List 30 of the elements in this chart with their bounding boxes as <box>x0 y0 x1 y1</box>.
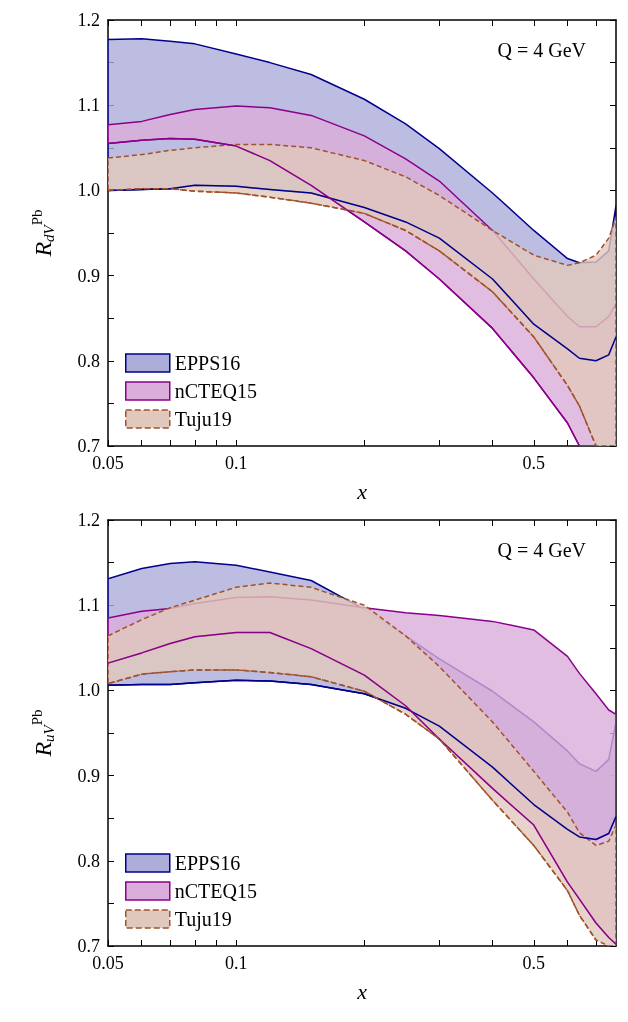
x-axis-title: x <box>356 978 368 1004</box>
y-tick-label: 0.9 <box>77 765 100 786</box>
annotation: Q = 4 GeV <box>497 39 587 61</box>
x-tick-label: 0.1 <box>224 953 248 973</box>
legend-label: Tuju19 <box>174 908 232 931</box>
legend-label: EPPS16 <box>174 352 241 374</box>
annotation: Q = 4 GeV <box>497 539 587 561</box>
y-tick-label: 1.0 <box>77 180 100 201</box>
legend-label: nCTEQ15 <box>174 380 257 402</box>
y-axis-title: RuVPb <box>28 709 57 758</box>
y-tick-label: 1.2 <box>77 10 100 30</box>
x-tick-label: 0.5 <box>522 453 546 473</box>
y-tick-label: 0.8 <box>77 350 100 371</box>
legend-label: Tuju19 <box>174 408 232 431</box>
x-tick-label: 0.1 <box>224 453 248 473</box>
y-tick-label: 0.8 <box>77 850 100 871</box>
x-axis-title: x <box>356 478 368 504</box>
y-tick-label: 1.0 <box>77 680 100 701</box>
y-tick-label: 0.7 <box>77 936 100 956</box>
x-tick-label: 0.05 <box>92 453 124 473</box>
legend-label: nCTEQ15 <box>174 880 257 902</box>
y-tick-label: 0.7 <box>77 436 100 456</box>
y-axis-title: RdVPb <box>28 209 57 258</box>
y-tick-label: 0.9 <box>77 265 100 286</box>
y-tick-label: 1.1 <box>77 595 100 616</box>
x-tick-label: 0.05 <box>92 953 124 973</box>
y-tick-label: 1.2 <box>77 510 100 530</box>
y-tick-label: 1.1 <box>77 95 100 116</box>
x-tick-label: 0.5 <box>522 953 546 973</box>
legend-label: EPPS16 <box>174 852 241 874</box>
